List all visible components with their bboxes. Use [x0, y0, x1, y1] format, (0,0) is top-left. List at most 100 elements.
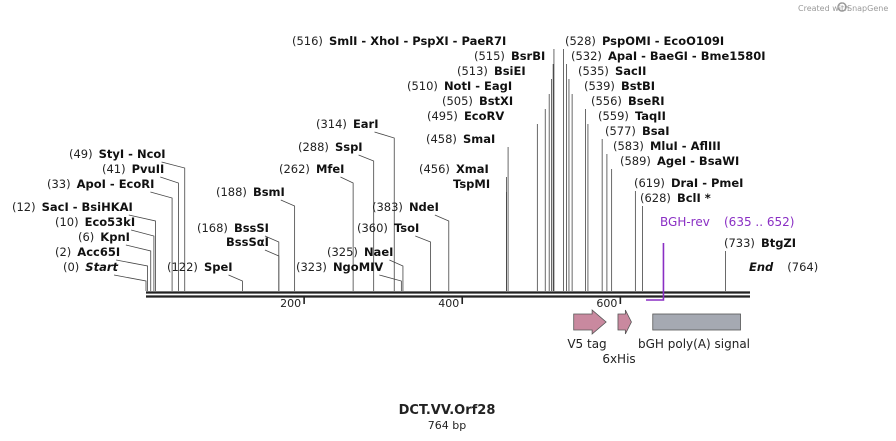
primer-bgh-rev[interactable]: BGH-rev (635 .. 652): [646, 215, 794, 301]
site-position: (510): [407, 79, 438, 93]
site-apoi[interactable]: (33) ApoI - EcoRI: [47, 177, 154, 191]
site-bsiei[interactable]: (513) BsiEI: [457, 64, 526, 78]
site-agei[interactable]: (589) AgeI - BsaWI: [620, 154, 739, 168]
site-position: (619): [634, 176, 665, 190]
site-position: (583): [613, 139, 644, 153]
site-labels: (0) Start (2) Acc65I(6) KpnI (10) Eco53kI (12) S…: [12, 34, 818, 274]
site-spei[interactable]: (122) SpeI: [167, 260, 233, 274]
leader-line: [340, 176, 354, 291]
site-name: SspI: [335, 140, 363, 154]
site-position: (764): [787, 260, 818, 274]
site-name: NdeI: [409, 200, 439, 214]
site-bsai[interactable]: (577) BsaI: [605, 124, 670, 138]
site-position: (41): [102, 162, 126, 176]
site-acc65i[interactable]: (2) Acc65I: [55, 245, 120, 259]
site-bsrbi[interactable]: (515) BsrBI: [474, 49, 545, 63]
site-position: (628): [640, 191, 671, 205]
site-sspi[interactable]: (288) SspI: [298, 140, 363, 154]
site-name: ApoI - EcoRI: [77, 177, 155, 191]
site-pvuii[interactable]: (41) PvuII: [102, 162, 164, 176]
site-ngomiv[interactable]: (323) NgoMIV: [296, 260, 383, 274]
site-position: (12): [12, 200, 36, 214]
site-position: (516): [292, 34, 323, 48]
feature-label: bGH poly(A) signal: [638, 337, 750, 351]
site-sacii[interactable]: (535) SacII: [578, 64, 646, 78]
leader-line: [280, 199, 296, 291]
site-position: (495): [427, 109, 458, 123]
site-end[interactable]: (764) End: [749, 260, 818, 274]
site-tsoi[interactable]: (360) TsoI: [357, 221, 419, 235]
site-pspomi[interactable]: (528) PspOMI - EcoO109I: [565, 34, 724, 48]
site-name: SmaI: [463, 132, 495, 146]
site-name: BtgZI: [761, 236, 796, 250]
site-bsssi[interactable]: (168) BssSI: [197, 221, 269, 235]
site-name: MfeI: [316, 162, 345, 176]
site-position: (505): [442, 94, 473, 108]
site-btgzi[interactable]: (733) BtgZI: [724, 236, 796, 250]
site-name: XmaI: [456, 162, 489, 176]
site-name: SpeI: [204, 260, 233, 274]
site-eari[interactable]: (314) EarI: [316, 117, 379, 131]
site-eco53ki[interactable]: (10) Eco53kI: [55, 215, 135, 229]
site-noti[interactable]: (510) NotI - EagI: [407, 79, 512, 93]
snapgene-brand: SnapGene: [847, 4, 888, 13]
site-name: KpnI: [100, 230, 130, 244]
feature-6xhis[interactable]: 6xHis: [602, 309, 636, 366]
site-mlui[interactable]: (583) MluI - AflIII: [613, 139, 721, 153]
feature-v5[interactable]: V5 tag: [567, 309, 607, 351]
site-name: MluI - AflIII: [650, 139, 721, 153]
site-styi[interactable]: (49) StyI - NcoI: [69, 147, 166, 161]
site-tspmi[interactable]: TspMI: [453, 177, 490, 191]
site-name: DraI - PmeI: [671, 176, 744, 190]
leader-line: [228, 274, 243, 291]
site-name: Acc65I: [77, 245, 120, 259]
site-name: Eco53kI: [85, 215, 136, 229]
site-drai[interactable]: (619) DraI - PmeI: [634, 176, 743, 190]
site-bsssi[interactable]: BssSαI: [226, 235, 269, 249]
site-kpni[interactable]: (6) KpnI: [78, 230, 130, 244]
site-name: StyI - NcoI: [99, 147, 166, 161]
site-position: (360): [357, 221, 388, 235]
site-taqii[interactable]: (559) TaqII: [598, 109, 666, 123]
site-bstbi[interactable]: (539) BstBI: [584, 79, 655, 93]
leader-line: [389, 259, 404, 291]
site-position: (528): [565, 34, 596, 48]
site-position: (515): [474, 49, 505, 63]
site-saci[interactable]: (12) SacI - BsiHKAI: [12, 200, 133, 214]
site-position: (168): [197, 221, 228, 235]
site-bstxi[interactable]: (505) BstXI: [442, 94, 513, 108]
site-position: (33): [47, 177, 71, 191]
leader-line: [128, 214, 156, 291]
site-bsmi[interactable]: (188) BsmI: [216, 185, 285, 199]
site-apai[interactable]: (532) ApaI - BaeGI - Bme1580I: [571, 49, 766, 63]
primer-name: BGH-rev: [660, 215, 710, 229]
site-name: TspMI: [453, 177, 490, 191]
site-name: SacII: [615, 64, 646, 78]
site-bcli[interactable]: (628) BclI *: [640, 191, 711, 205]
site-name: BssSαI: [226, 235, 269, 249]
tick-label: 400: [438, 297, 459, 310]
site-position: (288): [298, 140, 329, 154]
site-smli[interactable]: (516) SmlI - XhoI - PspXI - PaeR7I: [292, 34, 506, 48]
site-position: (6): [78, 230, 94, 244]
site-naei[interactable]: (325) NaeI: [327, 245, 393, 259]
site-smai[interactable]: (458) SmaI: [426, 132, 495, 146]
site-name: TsoI: [394, 221, 419, 235]
site-start[interactable]: (0) Start: [63, 260, 119, 274]
site-name: EarI: [353, 117, 379, 131]
site-name: End: [749, 260, 774, 274]
site-bseri[interactable]: (556) BseRI: [591, 94, 664, 108]
site-position: (577): [605, 124, 636, 138]
site-name: TaqII: [635, 109, 666, 123]
site-name: NaeI: [364, 245, 393, 259]
site-name: BstBI: [621, 79, 655, 93]
feature-bgh[interactable]: bGH poly(A) signal: [638, 313, 750, 351]
site-mfei[interactable]: (262) MfeI: [279, 162, 344, 176]
site-ndei[interactable]: (383) NdeI: [372, 200, 439, 214]
site-xmai[interactable]: (456) XmaI: [419, 162, 489, 176]
site-ecorv[interactable]: (495) EcoRV: [427, 109, 504, 123]
site-name: BssSI: [234, 221, 269, 235]
feature-label: 6xHis: [602, 352, 635, 366]
leader-line: [358, 154, 375, 291]
